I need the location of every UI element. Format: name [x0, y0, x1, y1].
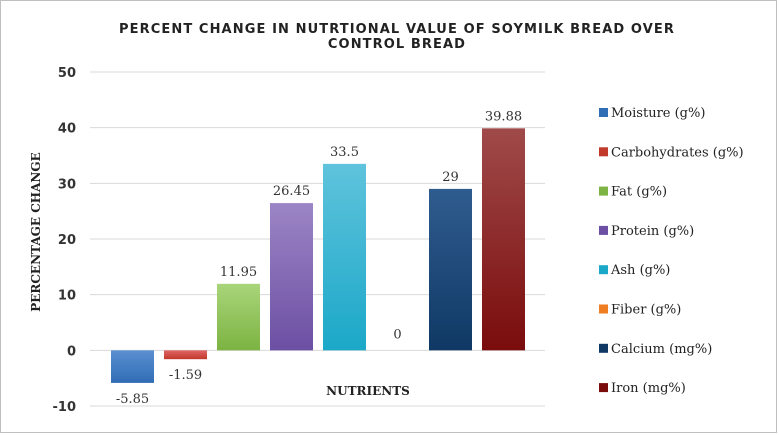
y-tick-label: 10 — [58, 289, 76, 304]
legend-swatch — [599, 383, 608, 393]
y-tick-label: 20 — [58, 233, 76, 248]
data-labels: -5.85 -1.59 11.95 26.45 33.5 0 29 39.88 — [116, 109, 522, 407]
legend-swatch — [599, 186, 608, 196]
gridlines — [90, 71, 545, 407]
data-label: 39.88 — [485, 109, 522, 124]
x-axis-title: NUTRIENTS — [326, 384, 410, 398]
y-tick-label: 0 — [67, 344, 76, 359]
data-label: 26.45 — [273, 184, 310, 199]
legend-swatch — [599, 147, 608, 157]
legend-entry: Fiber (g%) — [611, 303, 681, 318]
bar-protein — [270, 203, 313, 351]
legend-entry: Calcium (mg%) — [611, 342, 712, 357]
legend: Moisture (g%) Carbohydrates (g%) Fat (g%) P… — [599, 106, 744, 396]
bar-iron — [482, 128, 525, 351]
data-label: -1.59 — [169, 368, 202, 383]
bar-carbohydrates — [164, 350, 207, 360]
y-axis-title: PERCENTAGE CHANGE — [29, 152, 43, 312]
bar-ash — [323, 163, 366, 351]
chart-title-line-2: CONTROL BREAD — [328, 37, 466, 52]
y-tick-label: 30 — [58, 177, 76, 192]
data-label: 11.95 — [220, 265, 257, 280]
legend-entry: Ash (g%) — [610, 263, 670, 278]
bar-fat — [217, 283, 260, 351]
y-tick-label: -10 — [53, 400, 77, 415]
legend-swatch — [599, 304, 608, 314]
legend-swatch — [599, 225, 608, 235]
legend-entry: Protein (g%) — [611, 224, 694, 239]
data-label: -5.85 — [116, 392, 149, 407]
legend-swatch — [599, 108, 608, 117]
bars — [111, 128, 525, 383]
legend-entry: Carbohydrates (g%) — [611, 145, 744, 160]
data-label: 33.5 — [330, 145, 359, 160]
data-label: 0 — [393, 327, 401, 342]
bar-calcium — [429, 188, 472, 351]
legend-entry: Fat (g%) — [611, 185, 667, 200]
legend-entry: Iron (mg%) — [611, 381, 686, 396]
data-label: 29 — [442, 170, 459, 185]
legend-entry: Moisture (g%) — [611, 106, 705, 121]
legend-swatch — [599, 343, 608, 353]
legend-swatch — [599, 265, 608, 275]
y-axis-ticks: -10 0 10 20 30 40 50 — [53, 66, 77, 415]
y-tick-label: 50 — [58, 66, 76, 81]
y-tick-label: 40 — [58, 122, 76, 137]
bar-moisture — [111, 350, 154, 383]
chart-title-line-1: PERCENT CHANGE IN NUTRTIONAL VALUE OF SO… — [119, 22, 675, 37]
